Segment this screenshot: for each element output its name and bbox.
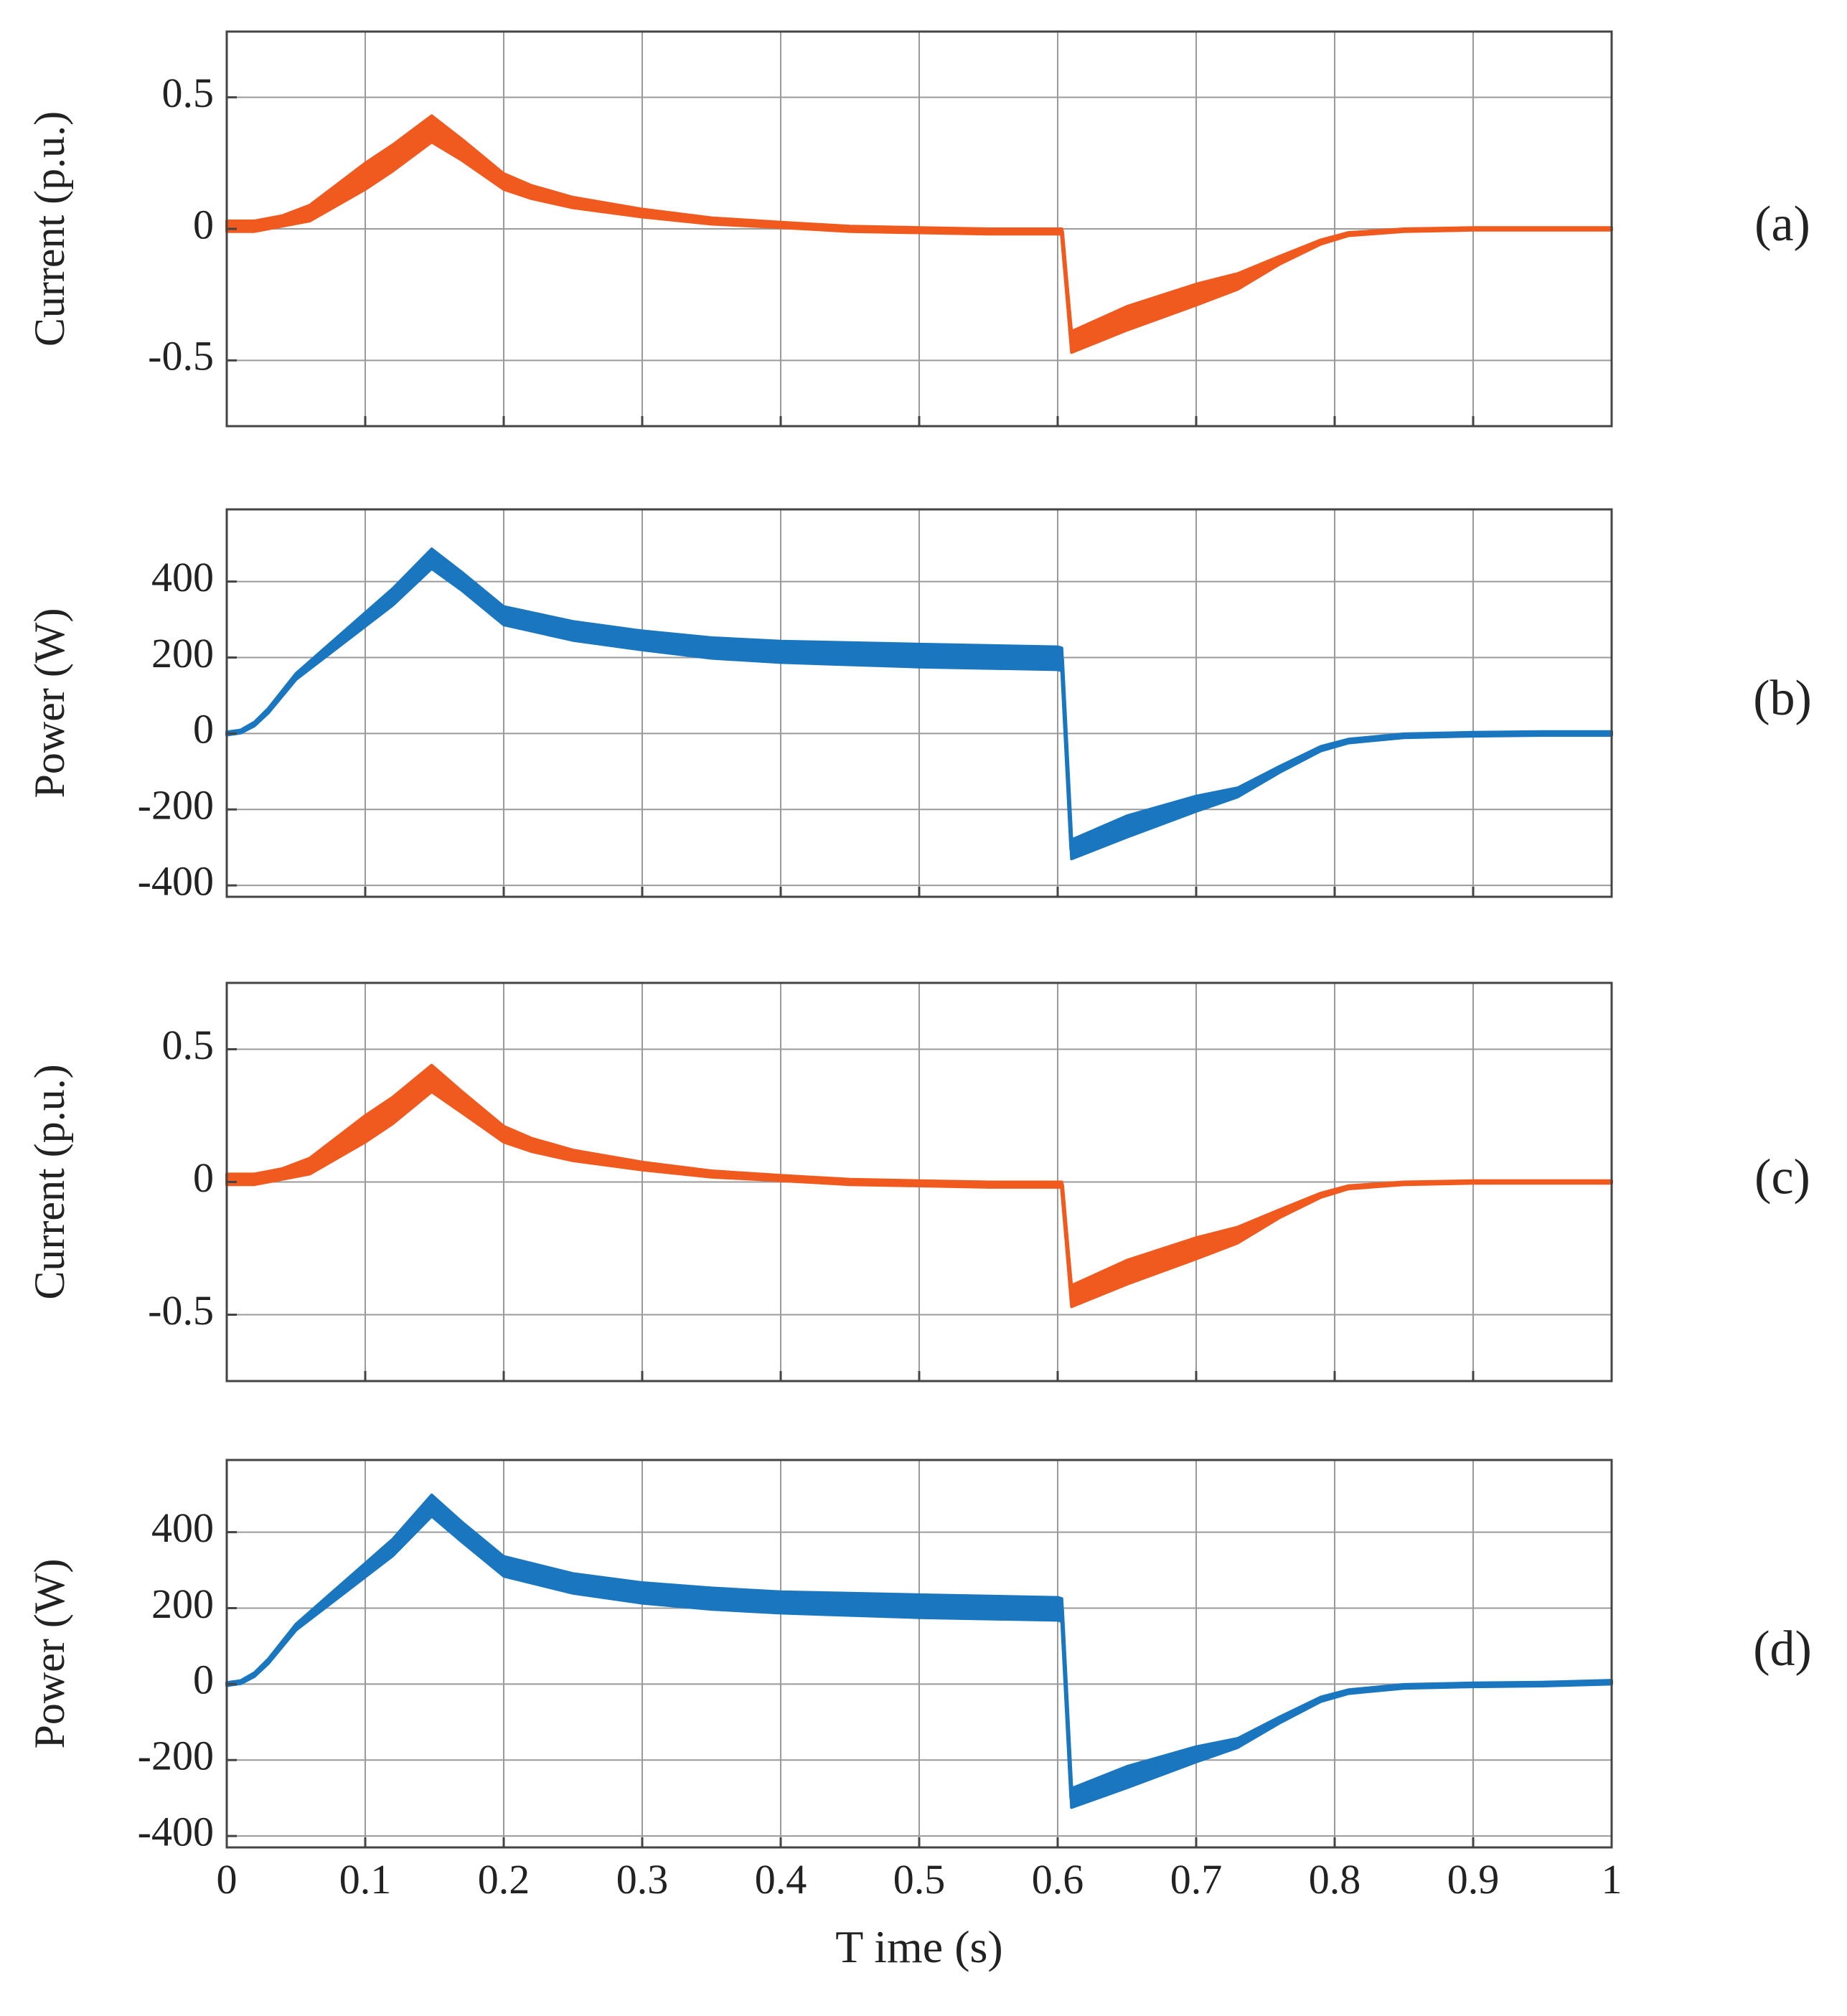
x-tick-label: 0.6	[1032, 1856, 1084, 1903]
x-tick-label: 0.4	[755, 1856, 807, 1903]
y-tick-label: 0	[193, 201, 214, 248]
series-line-power	[226, 556, 1612, 852]
x-tick-label: 0.2	[478, 1856, 530, 1903]
panel-2: -400 -200 0 200 400 Power (W) (b)	[26, 508, 1812, 904]
y-axis-label: Power (W)	[26, 608, 73, 799]
y-axis-label: Power (W)	[26, 1559, 73, 1749]
y-tick-label: -400	[138, 1808, 214, 1855]
y-tick-label: 0.5	[162, 1022, 215, 1068]
x-tick-label: 0.7	[1170, 1856, 1223, 1903]
panel-label: (a)	[1754, 197, 1810, 252]
panel-label: (b)	[1753, 671, 1812, 726]
x-tick-label: 1	[1602, 1856, 1622, 1903]
panel-label: (d)	[1753, 1621, 1812, 1677]
panel-3: -0.5 0 0.5 Current (p.u.) (c)	[26, 981, 1810, 1383]
y-tick-label: 200	[151, 1581, 214, 1627]
x-tick-label: 0.5	[893, 1856, 946, 1903]
y-tick-label: 400	[151, 1504, 214, 1551]
panel-1: -0.5 0 0.5 Current (p.u.) (a)	[26, 30, 1810, 428]
y-tick-label: -400	[138, 857, 214, 904]
y-tick-label: -200	[138, 782, 214, 829]
series-line-current	[227, 126, 1612, 344]
y-tick-label: 200	[151, 630, 214, 677]
y-tick-label: 0	[193, 706, 214, 753]
y-tick-label: -0.5	[148, 1287, 214, 1334]
y-tick-label: 0.5	[162, 70, 215, 116]
panel-label: (c)	[1754, 1150, 1810, 1205]
y-axis-label: Current (p.u.)	[26, 111, 73, 347]
x-tick-label: 0	[217, 1856, 238, 1903]
series-line-current	[227, 1076, 1612, 1299]
x-tick-label: 0.1	[339, 1856, 392, 1903]
x-tick-label: 0.3	[616, 1856, 669, 1903]
y-tick-label: -200	[138, 1733, 214, 1779]
y-tick-label: -0.5	[148, 333, 214, 380]
y-tick-label: 400	[151, 554, 214, 600]
series-line-power	[226, 1503, 1612, 1801]
y-tick-label: 0	[193, 1154, 214, 1201]
y-axis-label: Current (p.u.)	[26, 1064, 73, 1299]
x-axis-label: T ime (s)	[835, 1921, 1002, 1972]
x-tick-label: 0.8	[1309, 1856, 1361, 1903]
x-tick-label: 0.9	[1447, 1856, 1500, 1903]
y-tick-label: 0	[193, 1657, 214, 1703]
panel-4: -400 -200 0 200 400 Power (W) (d) 0 0.1 0.2 0.3 0.4…	[26, 1459, 1812, 1972]
